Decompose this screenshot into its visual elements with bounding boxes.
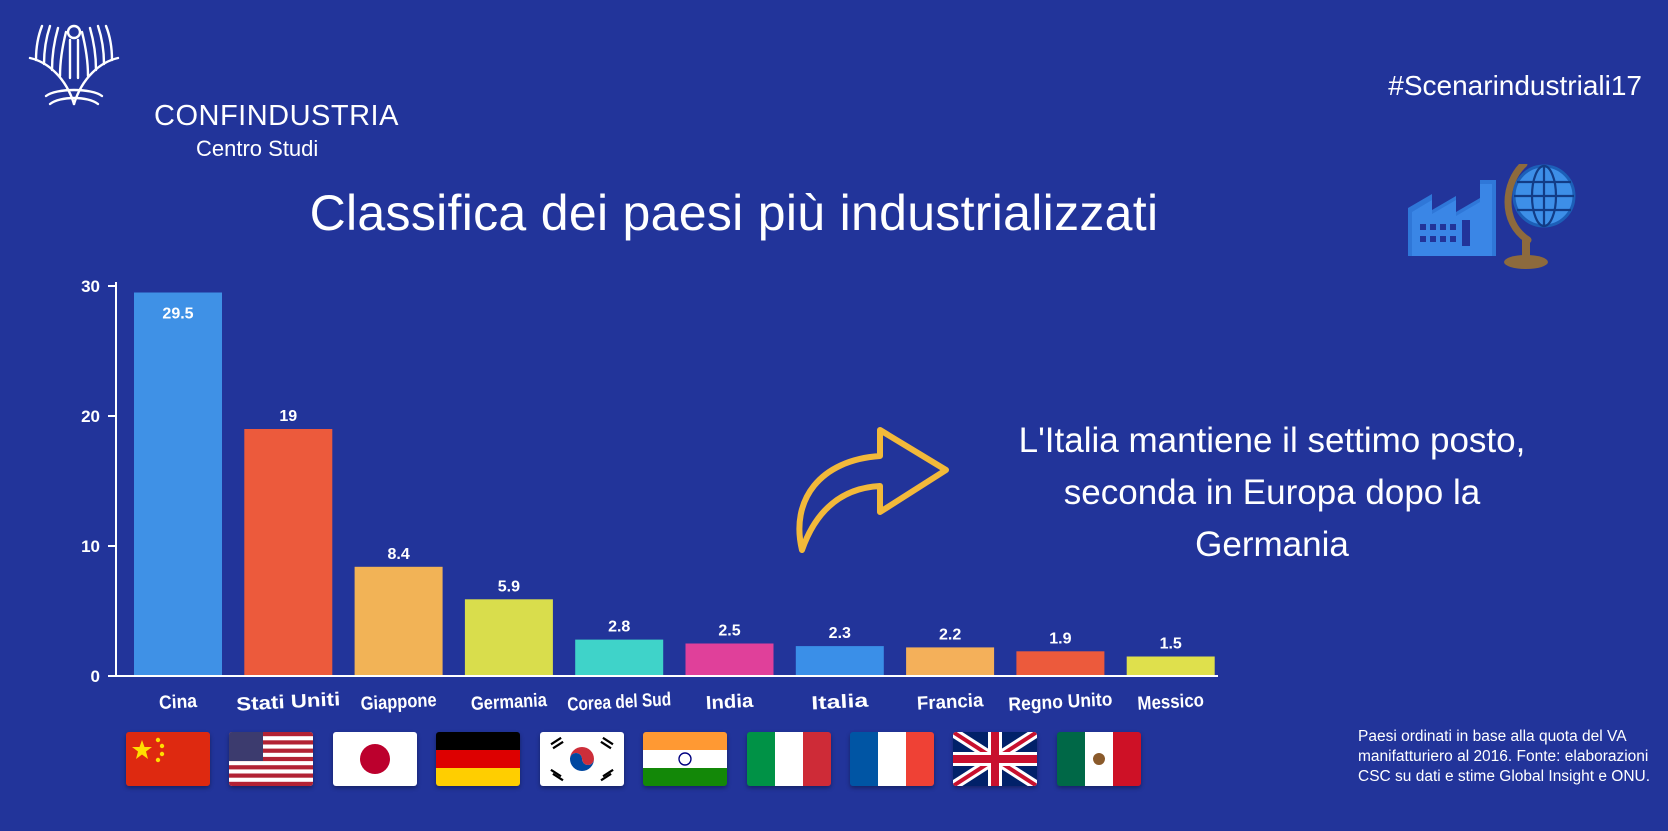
x-tick-label: Germania <box>470 690 547 715</box>
bar-stati-uniti <box>244 429 333 676</box>
bar-cina <box>134 292 222 676</box>
factory-globe-icon <box>1408 164 1576 269</box>
france-flag <box>850 732 934 786</box>
y-tick-label: 0 <box>91 667 100 686</box>
data-label: 19 <box>279 408 297 425</box>
india-flag <box>643 732 727 786</box>
x-tick-label: Corea del Sud <box>567 689 672 715</box>
data-label: 2.8 <box>608 619 630 636</box>
data-label: 2.3 <box>829 625 851 642</box>
x-tick-label: Cina <box>159 691 198 714</box>
eagle-logo-icon <box>28 24 120 106</box>
x-tick-label: Messico <box>1137 690 1205 714</box>
usa-flag <box>229 732 313 786</box>
annotation-text: L'Italia mantiene il settimo posto, seco… <box>1018 421 1526 564</box>
bar-corea-del-sud <box>575 639 664 676</box>
x-tick-label: Francia <box>916 690 984 714</box>
org-subtitle: Centro Studi <box>196 136 319 161</box>
bar-messico <box>1126 656 1215 676</box>
south-korea-flag <box>540 732 624 786</box>
x-tick-label: Regno Unito <box>1008 689 1113 715</box>
bar-giappone <box>354 566 443 676</box>
bar-regno-unito <box>1016 651 1105 676</box>
bar-francia <box>906 647 995 676</box>
data-label: 1.5 <box>1160 636 1182 653</box>
hashtag: #Scenarindustriali17 <box>1388 70 1642 101</box>
data-label: 5.9 <box>498 578 520 595</box>
bar-italia <box>795 646 884 676</box>
bar-germania <box>464 599 553 676</box>
uk-flag <box>953 732 1037 786</box>
y-tick-label: 20 <box>81 407 100 426</box>
title-text: Classifica dei paesi più industrializzat… <box>309 185 1159 241</box>
x-tick-label: Italia <box>811 690 870 714</box>
china-flag <box>126 732 210 786</box>
confindustria-logo: CONFINDUSTRIA Centro Studi <box>26 18 398 161</box>
bar-india <box>685 643 774 676</box>
italy-flag <box>747 732 831 786</box>
x-tick-label: Stati Uniti <box>236 689 341 715</box>
x-tick-label: Giappone <box>360 690 437 715</box>
mexico-flag <box>1057 732 1141 786</box>
org-name: CONFINDUSTRIA <box>154 100 399 132</box>
data-label: 8.4 <box>387 546 409 563</box>
data-label: 2.5 <box>718 623 740 640</box>
y-tick-label: 30 <box>81 277 100 296</box>
y-tick-label: 10 <box>81 537 100 556</box>
source-note: Paesi ordinati in base alla quota del VA… <box>1358 728 1651 785</box>
data-label: 2.2 <box>939 626 961 643</box>
japan-flag <box>333 732 417 786</box>
germany-flag <box>436 732 520 786</box>
data-label: 29.5 <box>162 306 193 323</box>
data-label: 1.9 <box>1049 630 1071 647</box>
x-tick-label: India <box>705 691 754 714</box>
curved-arrow-icon <box>796 427 949 553</box>
page-title: Classifica dei paesi più industrializzat… <box>0 184 1668 242</box>
